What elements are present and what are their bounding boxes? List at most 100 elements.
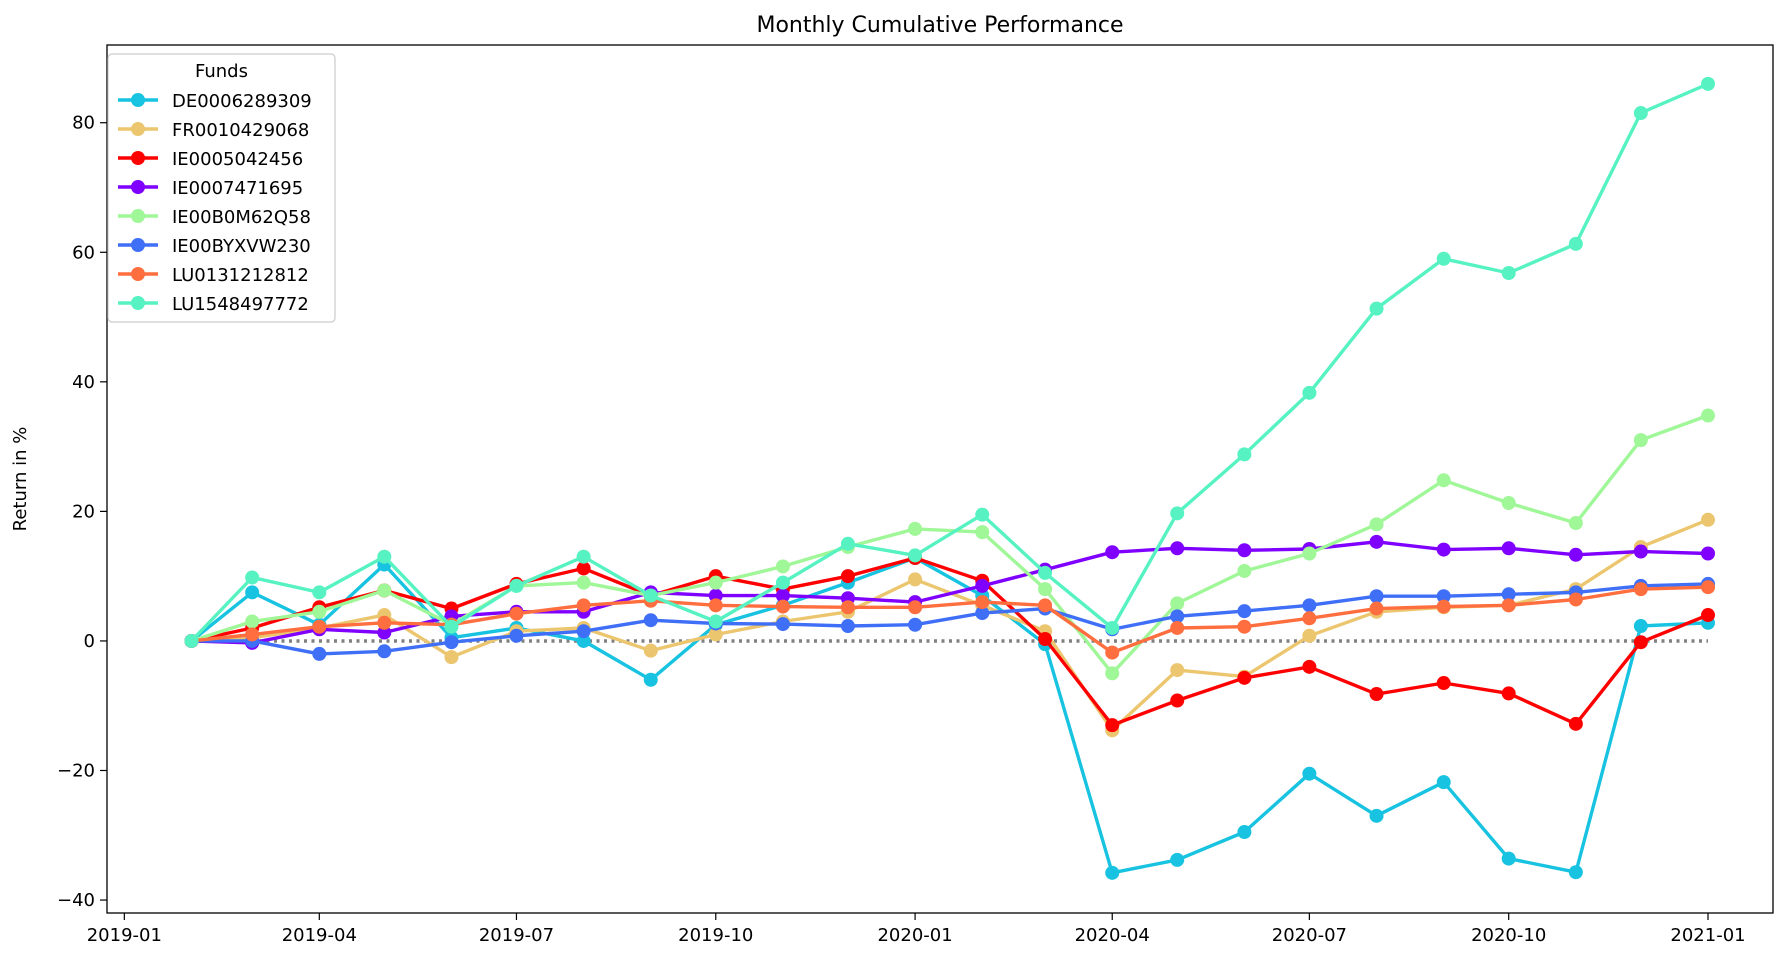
data-point xyxy=(1038,565,1053,580)
data-point xyxy=(377,615,392,630)
data-point xyxy=(444,635,459,650)
chart-title: Monthly Cumulative Performance xyxy=(756,13,1123,38)
series-line xyxy=(190,82,1709,643)
data-point xyxy=(975,595,990,610)
series-LU0131212812 xyxy=(184,580,1716,660)
data-point xyxy=(1633,635,1648,650)
data-point xyxy=(975,525,990,540)
data-point xyxy=(1237,604,1252,619)
data-point xyxy=(908,548,923,563)
data-point xyxy=(643,672,658,687)
plot-series xyxy=(184,76,1716,880)
data-point xyxy=(377,549,392,564)
data-point xyxy=(576,575,591,590)
data-point xyxy=(1237,563,1252,578)
data-point xyxy=(1436,599,1451,614)
y-tick-label: 60 xyxy=(72,242,95,263)
data-point xyxy=(1302,598,1317,613)
legend-swatch-marker xyxy=(131,93,145,107)
legend-item: IE00BYXVW230 xyxy=(118,236,311,257)
data-point xyxy=(1369,589,1384,604)
series-line xyxy=(191,556,1709,727)
data-point xyxy=(1568,716,1583,731)
data-point xyxy=(1701,408,1716,423)
x-tick-label: 2020-10 xyxy=(1471,925,1546,946)
x-tick-label: 2020-04 xyxy=(1075,925,1150,946)
data-point xyxy=(1568,516,1583,531)
legend-label: LU0131212812 xyxy=(172,265,309,286)
legend-label: FR0010429068 xyxy=(172,120,309,141)
legend-swatch-marker xyxy=(131,180,145,194)
data-point xyxy=(312,585,327,600)
data-point xyxy=(1302,546,1317,561)
legend: Funds DE0006289309 FR0010429068 IE00050424… xyxy=(107,53,336,323)
x-axis: 2019-01 2019-04 2019-07 2019-10 2020-01 2020-… xyxy=(87,913,1746,946)
y-tick-label: 80 xyxy=(72,113,95,134)
data-point xyxy=(775,599,790,614)
plot-frame xyxy=(106,44,1774,914)
data-point xyxy=(312,646,327,661)
y-tick-label: 20 xyxy=(72,501,95,522)
data-point xyxy=(1038,582,1053,597)
data-point xyxy=(1170,693,1185,708)
legend-label: IE00BYXVW230 xyxy=(172,236,311,257)
data-point xyxy=(1369,534,1384,549)
data-point xyxy=(1105,645,1120,660)
data-point xyxy=(1568,236,1583,251)
data-point xyxy=(1436,775,1451,790)
data-point xyxy=(1170,852,1185,867)
data-point xyxy=(377,583,392,598)
data-point xyxy=(908,617,923,632)
y-axis: −40 −20 0 20 40 60 80 xyxy=(57,113,107,911)
data-point xyxy=(1501,495,1516,510)
data-point xyxy=(1237,825,1252,840)
data-point xyxy=(245,570,260,585)
data-point xyxy=(1436,542,1451,557)
data-point xyxy=(1170,663,1185,678)
data-point xyxy=(708,588,723,603)
data-point xyxy=(708,627,723,642)
data-point xyxy=(1105,545,1120,560)
legend-item: IE00B0M62Q58 xyxy=(118,207,311,228)
data-point xyxy=(312,604,327,619)
data-point xyxy=(509,606,524,621)
data-point xyxy=(312,619,327,634)
data-point xyxy=(975,578,990,593)
data-point xyxy=(643,613,658,628)
data-point xyxy=(840,600,855,615)
legend-label: IE0007471695 xyxy=(172,178,303,199)
data-point xyxy=(840,619,855,634)
data-point xyxy=(1369,301,1384,316)
data-point xyxy=(1501,686,1516,701)
data-point xyxy=(1170,596,1185,611)
data-point xyxy=(643,588,658,603)
data-point xyxy=(509,628,524,643)
data-point xyxy=(1237,619,1252,634)
data-point xyxy=(708,598,723,613)
data-point xyxy=(576,633,591,648)
data-point xyxy=(1633,582,1648,597)
x-tick-label: 2019-07 xyxy=(479,925,554,946)
data-point xyxy=(1105,718,1120,733)
data-point xyxy=(1302,611,1317,626)
data-point xyxy=(245,627,260,642)
data-point xyxy=(1369,601,1384,616)
y-tick-label: −40 xyxy=(57,890,95,911)
data-point xyxy=(908,600,923,615)
data-point xyxy=(1038,631,1053,646)
data-point xyxy=(1170,609,1185,624)
y-tick-label: 0 xyxy=(84,631,95,652)
data-point xyxy=(576,549,591,564)
y-axis-label: Return in % xyxy=(10,427,31,532)
data-point xyxy=(1369,808,1384,823)
data-point xyxy=(908,521,923,536)
legend-swatch-marker xyxy=(131,151,145,165)
data-point xyxy=(1436,473,1451,488)
y-tick-label: 40 xyxy=(72,372,95,393)
data-point xyxy=(1302,659,1317,674)
data-point xyxy=(1436,676,1451,691)
data-point xyxy=(576,624,591,639)
data-point xyxy=(1369,517,1384,532)
x-tick-label: 2019-01 xyxy=(87,925,162,946)
